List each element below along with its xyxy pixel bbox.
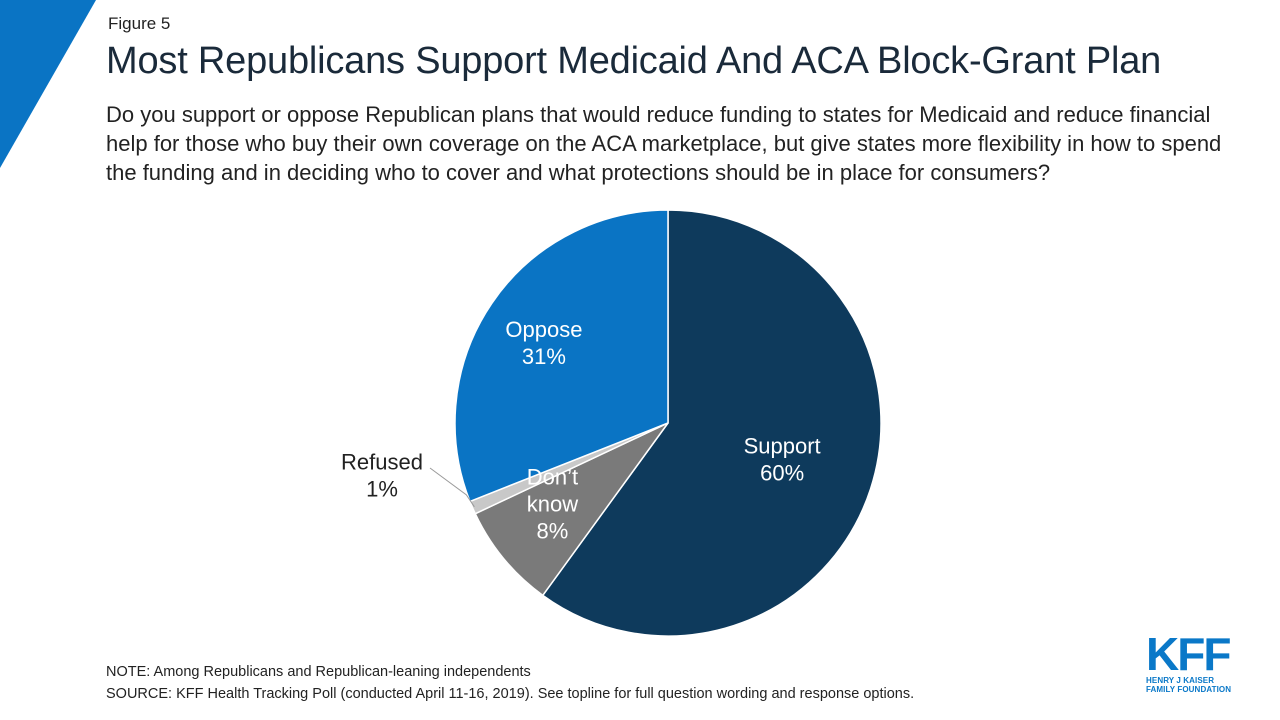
slice-label-refused-0: Refused (341, 450, 423, 475)
slice-label-don-t-know-0: Don’t (527, 465, 578, 490)
slice-value-refused: 1% (366, 477, 398, 502)
logo-mark: KFF (1146, 628, 1231, 680)
logo-line-1: HENRY J KAISER (1146, 676, 1215, 685)
logo-line-2: FAMILY FOUNDATION (1146, 685, 1232, 694)
slice-label-oppose-0: Oppose (505, 317, 582, 342)
footer-source: SOURCE: KFF Health Tracking Poll (conduc… (106, 686, 915, 702)
leader-line-refused (429, 467, 475, 508)
slice-value-support: 60% (760, 461, 804, 486)
survey-question: Do you support or oppose Republican plan… (106, 102, 1222, 185)
chart-title: Most Republicans Support Medicaid And AC… (106, 40, 1162, 82)
slice-value-don-t-know: 8% (537, 519, 569, 544)
corner-accent-shape (0, 0, 96, 168)
footer-note: NOTE: Among Republicans and Republican-l… (106, 664, 531, 680)
slice-value-oppose: 31% (522, 344, 566, 369)
pie-slice-don-t-know (474, 422, 669, 597)
figure-label: Figure 5 (108, 14, 171, 33)
pie-slice-oppose (454, 209, 669, 503)
kff-logo: KFF HENRY J KAISER FAMILY FOUNDATION (1146, 628, 1236, 694)
pie-slice-support (541, 209, 882, 637)
slice-label-don-t-know-1: know (527, 492, 578, 517)
slice-label-support-0: Support (744, 434, 821, 459)
